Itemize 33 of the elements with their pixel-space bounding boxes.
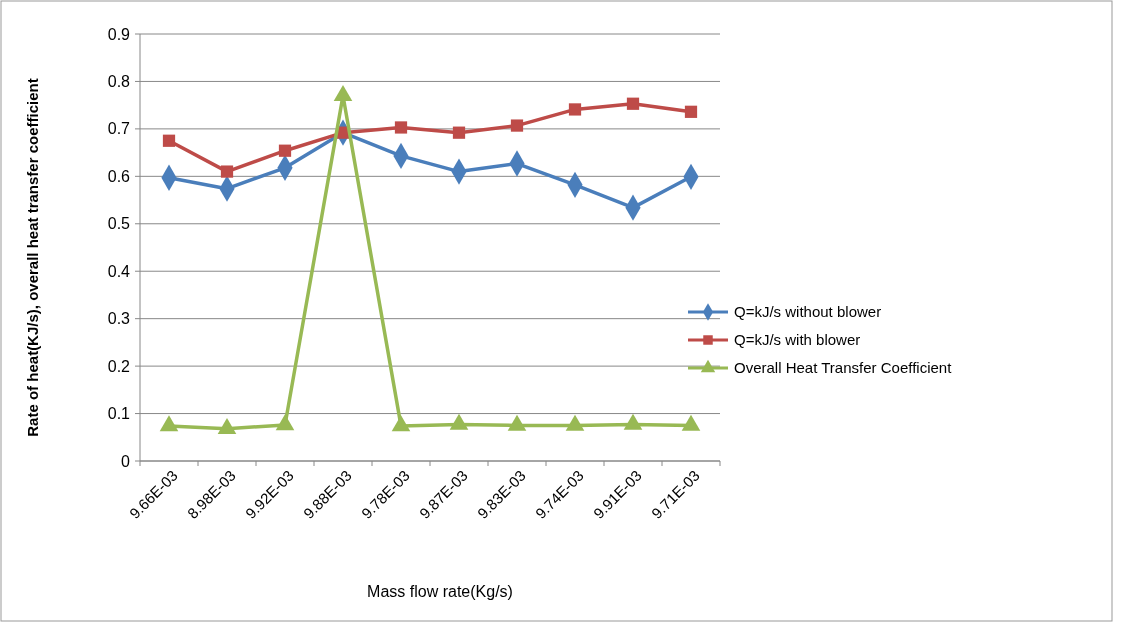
y-tick-label: 0	[121, 452, 131, 470]
y-tick-label: 0.6	[107, 167, 131, 185]
point	[681, 414, 701, 431]
point	[449, 413, 469, 430]
point	[217, 417, 237, 435]
point	[391, 415, 411, 432]
point	[623, 413, 643, 430]
y-tick-label: 0.2	[107, 357, 131, 375]
point	[394, 121, 408, 134]
y-tick-label: 0.8	[107, 73, 131, 91]
x-axis-title: Mass flow rate(Kg/s)	[367, 583, 513, 600]
legend-label: Q=kJ/s without blower	[734, 303, 882, 321]
point	[684, 105, 698, 118]
point	[162, 134, 176, 147]
y-tick-label: 0.1	[107, 405, 131, 423]
y-axis-title: Rate of heat(KJ/s), overall heat transfer coefficient	[24, 78, 41, 437]
y-tick-label: 0.5	[107, 215, 131, 233]
point	[507, 414, 527, 431]
y-tick-label: 0.3	[107, 310, 131, 328]
point	[452, 126, 466, 139]
point	[568, 103, 582, 116]
point	[275, 414, 295, 431]
point	[278, 144, 292, 157]
legend-label: Overall Heat Transfer Coefficient	[734, 359, 953, 377]
point	[159, 415, 179, 432]
point	[510, 119, 524, 132]
y-tick-label: 0.7	[107, 120, 131, 138]
y-tick-label: 0.4	[107, 262, 131, 280]
point	[626, 97, 640, 110]
legend-label: Q=kJ/s with blower	[734, 331, 861, 349]
point	[565, 414, 585, 431]
point	[220, 165, 234, 178]
y-tick-label: 0.9	[107, 25, 131, 43]
